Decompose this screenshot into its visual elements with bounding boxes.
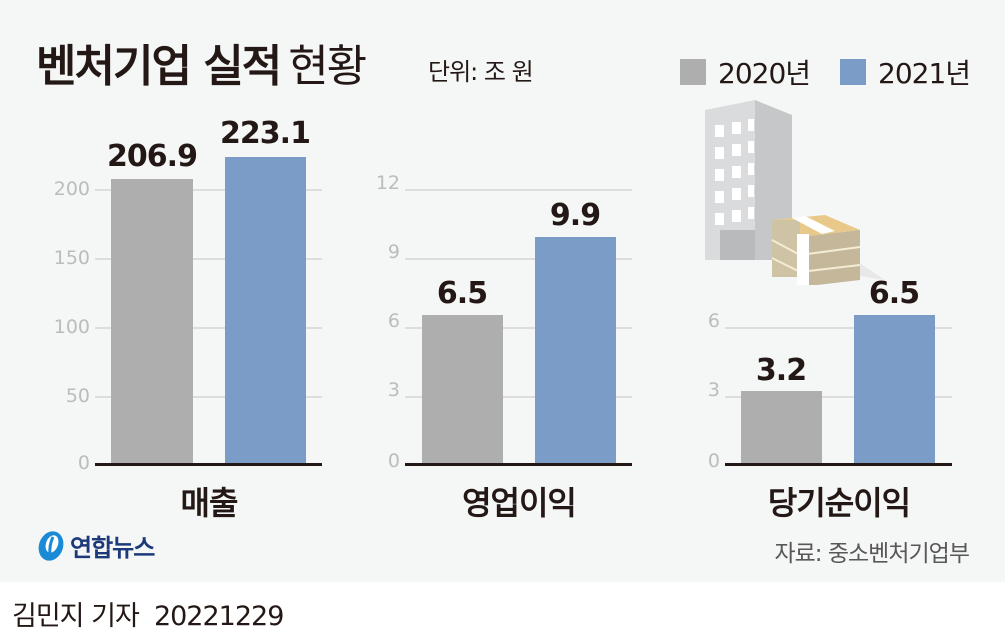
y-tick: 150: [53, 247, 90, 269]
y-tick: 9: [387, 241, 400, 263]
gridline: [405, 327, 632, 329]
bar-value-2021: 6.5: [868, 276, 920, 311]
legend-swatch-2021: [840, 59, 866, 85]
bar-2020: [422, 315, 503, 464]
bar-value-2020: 6.5: [436, 276, 488, 311]
bar-value-2020: 3.2: [755, 353, 807, 388]
x-axis: [95, 463, 322, 466]
x-axis: [725, 463, 952, 466]
bar-value-2021: 223.1: [220, 116, 311, 151]
y-tick: 100: [53, 316, 90, 338]
y-tick: 0: [77, 452, 90, 474]
gridline: [95, 189, 322, 191]
y-tick: 200: [53, 178, 90, 200]
category-label: 영업이익: [462, 484, 577, 522]
y-tick: 0: [387, 450, 400, 472]
gridline: [725, 327, 952, 329]
y-tick: 12: [375, 172, 400, 194]
gridline: [405, 396, 632, 398]
yonhap-logo: 연합뉴스: [36, 528, 155, 563]
gridline: [405, 258, 632, 260]
bar-value-2020: 206.9: [107, 139, 198, 174]
legend-swatch-2020: [680, 59, 706, 85]
gridline: [725, 396, 952, 398]
bar-2021: [854, 315, 935, 464]
y-tick: 3: [387, 379, 400, 401]
category-label: 당기순이익: [767, 484, 911, 522]
y-tick: 3: [707, 379, 720, 401]
building-money-icon: [705, 100, 885, 285]
byline: 김민지 기자 20221229: [12, 601, 284, 632]
y-tick: 6: [707, 310, 720, 332]
gridline: [95, 396, 322, 398]
legend-label-2020: 2020년: [718, 57, 811, 90]
title-light: 현황: [288, 41, 367, 92]
x-axis: [405, 463, 632, 466]
category-label: 매출: [180, 484, 239, 522]
legend-item-2021: 2021년: [840, 52, 971, 92]
bar-2020: [111, 179, 193, 464]
bar-2021: [535, 237, 616, 464]
title-bold: 벤처기업 실적: [36, 41, 282, 92]
gridline: [405, 189, 632, 191]
bar-2020: [741, 391, 822, 464]
gridline: [95, 327, 322, 329]
legend-label-2021: 2021년: [878, 57, 971, 90]
bar-2021: [225, 157, 306, 464]
page-title: 벤처기업 실적 현황: [36, 30, 367, 94]
y-tick: 6: [387, 310, 400, 332]
unit-label: 단위: 조 원: [428, 58, 534, 86]
gridline: [95, 258, 322, 260]
y-tick: 0: [707, 450, 720, 472]
y-tick: 50: [65, 385, 90, 407]
logo-text: 연합뉴스: [70, 534, 155, 562]
bar-value-2021: 9.9: [549, 198, 601, 233]
source-label: 자료: 중소벤처기업부: [774, 541, 970, 567]
yonhap-globe-icon: [38, 530, 64, 561]
legend-item-2020: 2020년: [680, 52, 811, 92]
